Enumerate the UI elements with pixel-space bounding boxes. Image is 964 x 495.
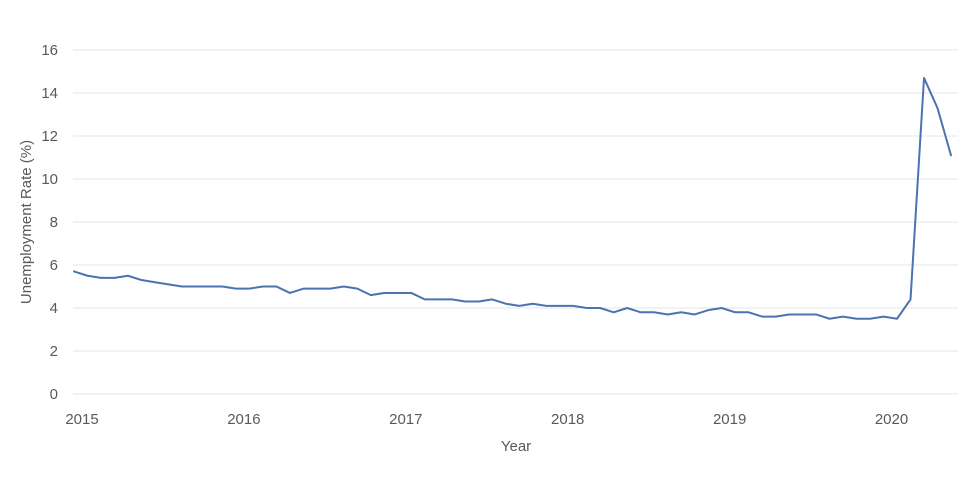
y-tick-label: 4 [50,300,58,317]
y-tick-label: 2 [50,343,58,360]
y-tick-label: 0 [50,386,58,403]
grid-lines [73,49,958,395]
y-tick-label: 16 [41,42,58,59]
y-tick-label: 10 [41,171,58,188]
y-tick-label: 6 [50,257,58,274]
y-tick-label: 14 [41,85,58,102]
x-axis-title: Year [501,438,531,455]
x-tick-label: 2020 [875,411,908,428]
x-tick-label: 2019 [713,411,746,428]
y-tick-label: 8 [50,214,58,231]
x-tick-label: 2017 [389,411,422,428]
series-layer [73,76,952,320]
y-axis-ticks: 0 2 4 6 8 10 12 14 16 [41,42,58,403]
x-tick-label: 2016 [227,411,260,428]
y-axis-title: Unemployment Rate (%) [18,140,35,304]
series-line-0 [73,76,952,320]
x-tick-label: 2018 [551,411,584,428]
y-tick-label: 12 [41,128,58,145]
x-axis-ticks: 2015 2016 2017 2018 2019 2020 [65,411,908,428]
x-tick-label: 2015 [65,411,98,428]
